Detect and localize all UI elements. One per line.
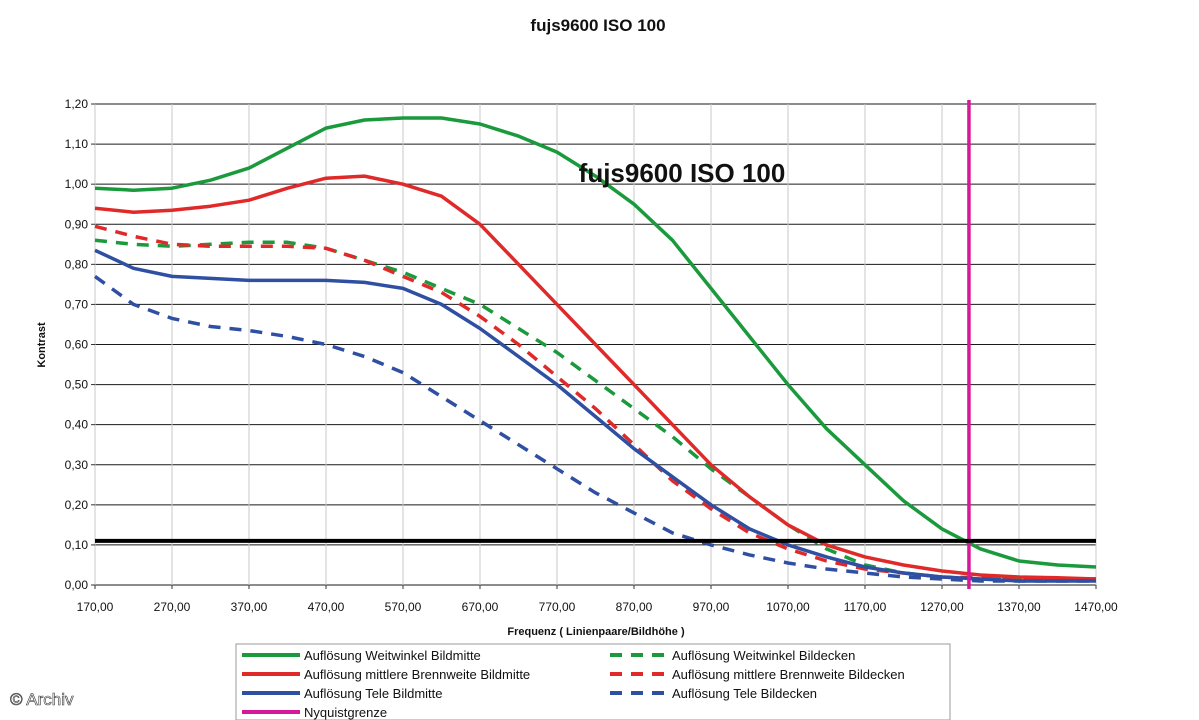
y-tick-label: 0,20 bbox=[65, 498, 89, 512]
x-tick-label: 270,00 bbox=[154, 600, 191, 614]
x-tick-label: 1270,00 bbox=[920, 600, 964, 614]
x-tick-label: 470,00 bbox=[308, 600, 345, 614]
y-tick-label: 0,50 bbox=[65, 378, 89, 392]
x-tick-label: 970,00 bbox=[693, 600, 730, 614]
x-tick-label: 670,00 bbox=[462, 600, 499, 614]
x-tick-label: 770,00 bbox=[539, 600, 576, 614]
y-tick-label: 0,80 bbox=[65, 257, 89, 271]
x-axis-label: Frequenz ( Linienpaare/Bildhöhe ) bbox=[507, 626, 685, 638]
x-tick-label: 1070,00 bbox=[766, 600, 810, 614]
y-axis-label: Kontrast bbox=[36, 322, 48, 368]
legend-label: Auflösung Tele Bildmitte bbox=[304, 686, 443, 701]
legend-label: Auflösung Weitwinkel Bildecken bbox=[672, 648, 855, 663]
y-tick-label: 1,20 bbox=[65, 97, 89, 111]
legend-label: Auflösung mittlere Brennweite Bildecken bbox=[672, 667, 905, 682]
x-tick-label: 370,00 bbox=[231, 600, 268, 614]
plot-area bbox=[93, 100, 1097, 589]
legend-box bbox=[235, 643, 951, 720]
y-tick-label: 0,40 bbox=[65, 418, 89, 432]
y-tick-label: 0,60 bbox=[65, 338, 89, 352]
y-axis: 0,00 0,10 0,20 0,30 0,40 0,50 0,60 0,70 0,80 0,90… bbox=[65, 97, 95, 592]
y-tick-label: 0,90 bbox=[65, 217, 89, 231]
x-tick-label: 870,00 bbox=[616, 600, 653, 614]
y-tick-label: 0,00 bbox=[65, 578, 89, 592]
y-tick-label: 0,70 bbox=[65, 297, 89, 311]
x-tick-label: 1470,00 bbox=[1074, 600, 1118, 614]
x-tick-label: 170,00 bbox=[77, 600, 114, 614]
y-tick-label: 1,00 bbox=[65, 177, 89, 191]
legend-label: Auflösung mittlere Brennweite Bildmitte bbox=[304, 667, 530, 682]
series-line-1 bbox=[94, 116, 1097, 569]
y-tick-label: 0,10 bbox=[65, 538, 89, 552]
series-layer bbox=[93, 116, 1097, 583]
x-tick-label: 1370,00 bbox=[997, 600, 1041, 614]
legend-label: Auflösung Weitwinkel Bildmitte bbox=[304, 648, 481, 663]
legend-label: Auflösung Tele Bildecken bbox=[672, 686, 817, 701]
x-tick-label: 570,00 bbox=[385, 600, 422, 614]
y-tick-label: 0,30 bbox=[65, 458, 89, 472]
legend: Auflösung Weitwinkel Bildmitte Auflösung … bbox=[235, 643, 951, 720]
series-line-5 bbox=[94, 248, 1096, 583]
x-tick-label: 1170,00 bbox=[844, 600, 887, 614]
y-tick-label: 1,10 bbox=[65, 137, 89, 151]
series-line-6 bbox=[93, 274, 1096, 583]
series-line-3 bbox=[94, 174, 1097, 581]
chart-title: fujs9600 ISO 100 bbox=[530, 16, 665, 35]
watermark: © Archiv bbox=[10, 690, 74, 709]
legend-label: Nyquistgrenze bbox=[304, 705, 387, 720]
chart-inner-title: fujs9600 ISO 100 bbox=[579, 158, 786, 188]
reference-lines bbox=[95, 100, 1096, 589]
x-axis: 170,00 270,00 370,00 470,00 570,00 670,00 770,… bbox=[77, 585, 1118, 614]
